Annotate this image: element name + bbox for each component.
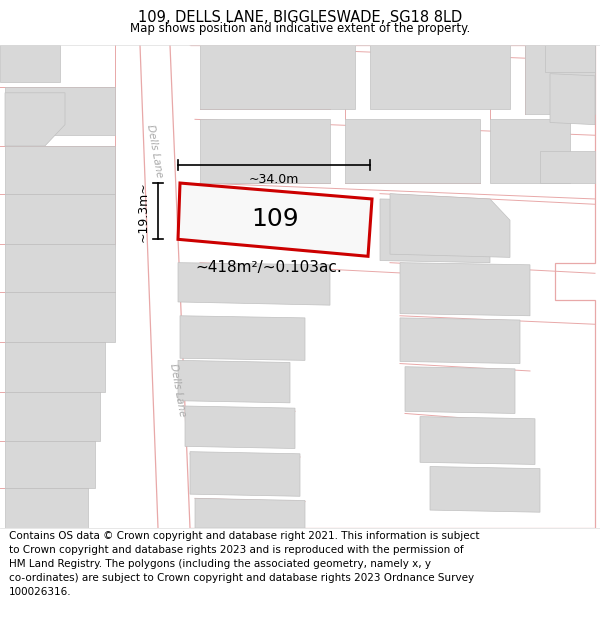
Polygon shape [185,406,295,449]
Text: Dells Lane: Dells Lane [145,124,164,179]
Polygon shape [178,361,290,403]
Polygon shape [390,194,510,258]
Polygon shape [5,88,115,135]
Polygon shape [195,498,305,528]
Polygon shape [200,45,355,109]
Polygon shape [490,119,570,183]
Polygon shape [525,45,595,114]
Polygon shape [550,74,595,124]
Polygon shape [5,194,115,244]
Text: ~418m²/~0.103ac.: ~418m²/~0.103ac. [195,261,342,276]
Polygon shape [405,367,515,414]
Polygon shape [5,146,115,194]
Text: Map shows position and indicative extent of the property.: Map shows position and indicative extent… [130,22,470,35]
Text: 109, DELLS LANE, BIGGLESWADE, SG18 8LD: 109, DELLS LANE, BIGGLESWADE, SG18 8LD [138,10,462,25]
Text: Dells Lane: Dells Lane [169,362,188,418]
Polygon shape [380,199,490,262]
Polygon shape [370,45,510,109]
Polygon shape [5,92,65,146]
Polygon shape [185,199,255,229]
Polygon shape [5,342,105,392]
Polygon shape [400,318,520,364]
Polygon shape [0,45,60,82]
Polygon shape [540,151,595,183]
Polygon shape [200,119,330,183]
Text: ~19.3m~: ~19.3m~ [137,181,150,241]
Polygon shape [430,466,540,512]
Polygon shape [5,488,88,528]
Polygon shape [545,45,595,71]
Polygon shape [5,244,115,292]
Polygon shape [178,262,330,305]
Polygon shape [178,183,372,256]
Text: Contains OS data © Crown copyright and database right 2021. This information is : Contains OS data © Crown copyright and d… [9,531,479,597]
Polygon shape [190,452,300,496]
Polygon shape [345,119,480,183]
Polygon shape [180,316,305,361]
Polygon shape [140,45,190,528]
Polygon shape [420,417,535,464]
Text: ~34.0m: ~34.0m [249,174,299,186]
Text: 109: 109 [251,207,299,231]
Polygon shape [5,441,95,488]
Polygon shape [5,392,100,441]
Polygon shape [400,262,530,316]
Polygon shape [5,292,115,342]
